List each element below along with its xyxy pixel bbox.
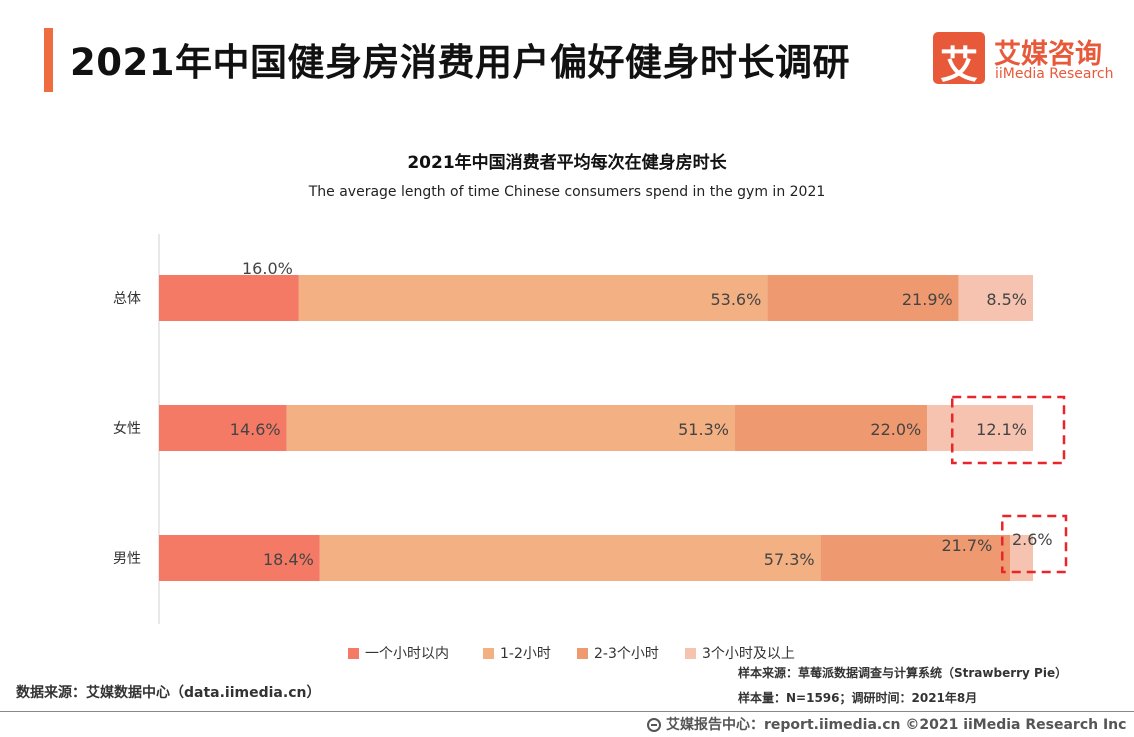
legend-label: 3个小时及以上 <box>702 646 795 662</box>
bar-segment <box>286 405 735 451</box>
bar-segment <box>159 275 299 321</box>
chart-title: 2021年中国消费者平均每次在健身房时长 <box>407 153 727 173</box>
bar-segment <box>298 275 768 321</box>
bar-segment <box>927 405 1033 451</box>
title-accent-bar <box>44 28 53 92</box>
brand-name-en: iiMedia Research <box>995 66 1114 82</box>
brand-logo-glyph: 艾 <box>939 43 978 87</box>
data-label: 2.6% <box>1012 530 1053 549</box>
legend-swatch <box>348 648 359 659</box>
chart-subtitle: The average length of time Chinese consu… <box>308 184 826 200</box>
page-title: 2021年中国健身房消费用户偏好健身时长调研 <box>70 41 850 84</box>
legend-swatch <box>685 648 696 659</box>
sample-size: 样本量：N=1596；调研时间：2021年8月 <box>738 691 978 705</box>
bar-segment <box>159 405 287 451</box>
footer-copyright: 艾媒报告中心：report.iimedia.cn ©2021 iiMedia R… <box>647 714 1126 734</box>
data-label: 18.4% <box>263 550 314 569</box>
legend-item: 1-2小时 <box>483 643 551 663</box>
bar-segment <box>1010 535 1033 581</box>
footer-copyright-text: 艾媒报告中心：report.iimedia.cn ©2021 iiMedia R… <box>666 717 1127 733</box>
y-tick-label: 总体 <box>113 291 141 307</box>
legend-swatch <box>577 648 588 659</box>
bar-segment <box>820 535 1011 581</box>
bar-segment <box>767 275 959 321</box>
legend-label: 一个小时以内 <box>365 646 449 662</box>
sample-source: 样本来源：草莓派数据调查与计算系统（Strawberry Pie） <box>738 666 1068 680</box>
data-label: 21.9% <box>902 290 953 309</box>
data-label: 14.6% <box>230 420 281 439</box>
brand-logo-icon <box>933 32 985 84</box>
data-label: 51.3% <box>678 420 729 439</box>
globe-icon <box>647 718 661 732</box>
highlight-box <box>950 395 1066 465</box>
legend-label: 2-3个小时 <box>594 646 659 662</box>
bar-segment <box>319 535 821 581</box>
bar-segment <box>958 275 1033 321</box>
data-label: 22.0% <box>870 420 921 439</box>
legend-item: 3个小时及以上 <box>685 643 795 663</box>
brand-name-cn: 艾媒咨询 <box>994 39 1102 70</box>
data-label: 53.6% <box>710 290 761 309</box>
y-tick-label: 女性 <box>113 420 141 437</box>
footer-divider <box>0 711 1134 712</box>
legend-item: 2-3个小时 <box>577 643 659 663</box>
data-source: 数据来源：艾媒数据中心（data.iimedia.cn） <box>16 685 321 701</box>
y-tick-label: 男性 <box>113 551 141 567</box>
data-label: 57.3% <box>764 550 815 569</box>
stacked-bar-chart: 总体 16.0% 53.6% 21.9% 8.5% 女性 14.6% 51.3% 22.0% 12… <box>113 234 1068 624</box>
legend-item: 一个小时以内 <box>348 643 449 663</box>
bar-segment <box>734 405 928 451</box>
bar-segment <box>159 535 320 581</box>
data-label: 21.7% <box>941 536 992 555</box>
data-label: 8.5% <box>986 290 1027 309</box>
legend-label: 1-2小时 <box>500 646 551 662</box>
data-label: 16.0% <box>242 259 293 278</box>
highlight-box <box>1001 514 1068 574</box>
data-label: 12.1% <box>976 420 1027 439</box>
legend-swatch <box>483 648 494 659</box>
